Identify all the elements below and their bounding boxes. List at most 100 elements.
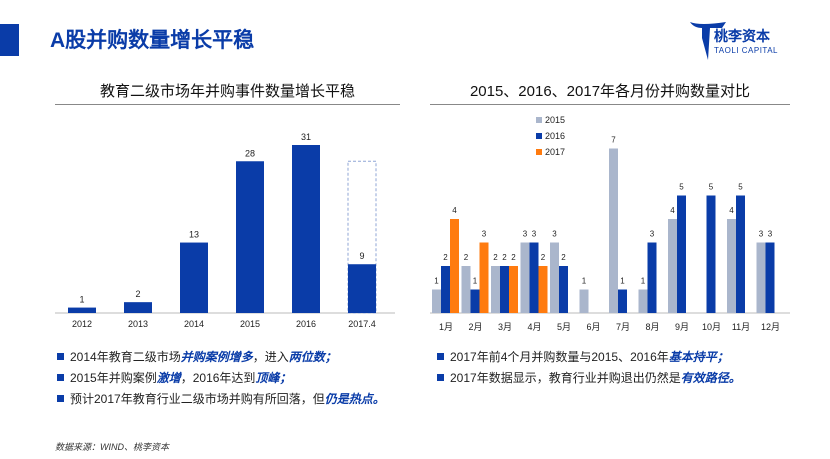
- x-tick-label: 7月: [616, 322, 630, 332]
- x-tick-label: 3月: [498, 322, 512, 332]
- bar-2015-1月: [432, 289, 441, 313]
- data-label: 3: [552, 230, 557, 239]
- data-label: 3: [482, 230, 487, 239]
- data-label: 2: [464, 253, 469, 262]
- x-tick-label: 11月: [732, 322, 750, 332]
- bar-2013: [124, 302, 152, 313]
- x-tick-label: 4月: [527, 322, 541, 332]
- data-label: 4: [729, 206, 734, 215]
- data-label: 2: [511, 253, 516, 262]
- bar-2015-9月: [668, 219, 677, 313]
- bullet-text: 2014年教育二级市场: [70, 350, 181, 364]
- data-label: 1: [641, 277, 646, 286]
- left-chart-title: 教育二级市场年并购事件数量增长平稳: [99, 83, 355, 100]
- emphasis-text: 并购案例增多: [180, 350, 253, 364]
- page-title: A股并购数量增长平稳: [50, 29, 255, 52]
- data-label: 7: [611, 136, 616, 145]
- data-label: 2: [443, 253, 448, 262]
- bar-2015-7月: [609, 148, 618, 313]
- emphasis-text: 顶峰；: [255, 371, 292, 385]
- data-source: 数据来源：WIND、桃李资本: [55, 442, 169, 452]
- x-tick-label: 10月: [702, 322, 721, 332]
- data-label: 1: [79, 295, 84, 305]
- data-label: 3: [759, 230, 764, 239]
- legend-swatch-2017: [536, 149, 542, 155]
- legend-label: 2016: [545, 131, 565, 141]
- bullet-text: 2015年并购案例: [70, 371, 157, 385]
- bullet-text: 2017年前4个月并购数量与2015、2016年: [450, 350, 669, 364]
- legend-label: 2017: [545, 147, 565, 157]
- x-tick-label: 12月: [761, 322, 780, 332]
- bar-2016-2月: [470, 289, 480, 313]
- data-label: 2: [561, 253, 566, 262]
- bar-2016-3月: [500, 266, 509, 313]
- bullet-icon: [437, 353, 444, 360]
- bar-2016-11月: [736, 195, 745, 313]
- emphasis-text: 激增: [156, 371, 181, 385]
- data-label: 31: [301, 132, 311, 142]
- divider: [430, 104, 790, 105]
- bar-2017-3月: [509, 266, 518, 313]
- bullet-icon: [57, 395, 64, 402]
- bullet-text: 预计2017年教育行业二级市场并购有所回落，但: [70, 392, 325, 406]
- data-label: 2: [541, 253, 546, 262]
- bar-2015-3月: [491, 266, 500, 313]
- data-label: 3: [523, 230, 528, 239]
- bullet-icon: [437, 374, 444, 381]
- logo-subtext: TAOLI CAPITAL: [714, 46, 778, 55]
- bar-2016-1月: [441, 266, 450, 313]
- bar-2014: [180, 242, 208, 313]
- data-label: 4: [670, 206, 675, 215]
- bullet-text: 2017年数据显示，教育行业并购退出仍然是: [450, 371, 681, 385]
- bar-2015: [236, 161, 264, 313]
- bar-2016-10月: [706, 195, 716, 313]
- data-label: 13: [189, 230, 199, 240]
- data-label: 9: [359, 251, 364, 261]
- data-label: 3: [768, 230, 773, 239]
- bullet-icon: [57, 353, 64, 360]
- x-tick-label: 2013: [128, 319, 148, 329]
- data-label: 1: [620, 277, 625, 286]
- data-label: 2: [502, 253, 507, 262]
- bar-2015-5月: [550, 242, 559, 313]
- right-chart-title: 2015、2016、2017年各月份并购数量对比: [469, 83, 751, 100]
- legend-label: 2015: [545, 115, 565, 125]
- bar-2017-2月: [479, 242, 489, 313]
- bar-2017-1月: [450, 219, 459, 313]
- data-label: 28: [245, 148, 255, 158]
- x-tick-label: 5月: [557, 322, 571, 332]
- header-accent-bar: [0, 24, 19, 56]
- bar-2015-8月: [638, 289, 648, 313]
- bar-2017-4月: [538, 266, 548, 313]
- logo-text: 桃李资本: [714, 28, 770, 44]
- bar-2016-4月: [529, 242, 539, 313]
- x-tick-label: 2014: [184, 319, 204, 329]
- data-label: 1: [434, 277, 439, 286]
- bar-2016-12月: [765, 242, 775, 313]
- bar-2015-11月: [727, 219, 736, 313]
- x-tick-label: 6月: [586, 322, 600, 332]
- bullet-item: 2017年数据显示，教育行业并购退出仍然是有效路径。: [437, 369, 741, 386]
- data-label: 5: [679, 183, 684, 192]
- bullet-item: 2015年并购案例激增，2016年达到顶峰；: [57, 369, 291, 386]
- bullet-item: 2014年教育二级市场并购案例增多，进入两位数；: [57, 348, 337, 365]
- x-tick-label: 9月: [675, 322, 689, 332]
- bullet-text: ，进入: [252, 350, 289, 364]
- data-label: 3: [650, 230, 655, 239]
- data-label: 2: [135, 289, 140, 299]
- bullet-item: 预计2017年教育行业二级市场并购有所回落，但仍是热点。: [57, 390, 385, 407]
- emphasis-text: 基本持平；: [668, 350, 729, 364]
- data-label: 1: [582, 277, 587, 286]
- x-tick-label: 8月: [645, 322, 659, 332]
- bar-2017.4: [348, 264, 376, 313]
- bullet-item: 2017年前4个月并购数量与2015、2016年基本持平；: [437, 348, 729, 365]
- data-label: 3: [532, 230, 537, 239]
- bar-2016: [292, 145, 320, 313]
- x-tick-label: 2016: [296, 319, 316, 329]
- data-label: 2: [493, 253, 498, 262]
- emphasis-text: 有效路径。: [680, 371, 741, 385]
- bar-2012: [68, 307, 96, 313]
- bar-2015-12月: [756, 242, 766, 313]
- bar-2016-9月: [677, 195, 686, 313]
